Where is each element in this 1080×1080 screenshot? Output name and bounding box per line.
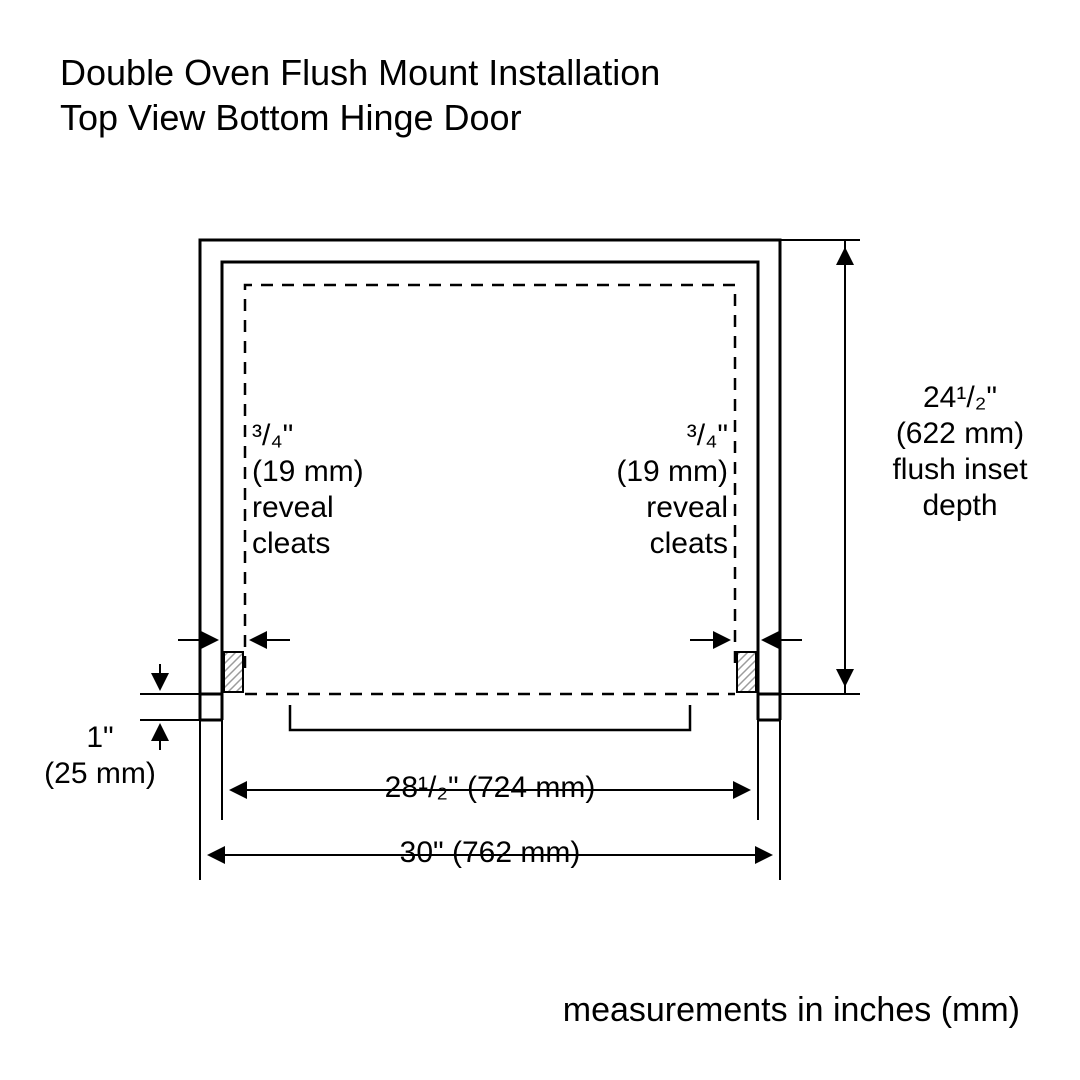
cleats xyxy=(224,652,756,692)
cleat-left-3: reveal xyxy=(252,491,334,524)
cleat-right-4: cleats xyxy=(650,527,728,560)
front-edges xyxy=(222,694,758,720)
label-side: 1" (25 mm) xyxy=(20,720,180,792)
depth-2: (622 mm) xyxy=(896,417,1024,450)
label-outer-width: 30" (762 mm) xyxy=(240,835,740,871)
cleat-left-1: ³/₄" xyxy=(252,419,293,452)
door-handle xyxy=(245,694,735,730)
cleat-left-4: cleats xyxy=(252,527,330,560)
cleat-right-2: (19 mm) xyxy=(616,455,728,488)
depth-4: depth xyxy=(922,489,997,522)
installation-diagram xyxy=(0,0,1080,1080)
cleat-left-2: (19 mm) xyxy=(252,455,364,488)
dim-depth xyxy=(780,240,860,694)
depth-3: flush inset xyxy=(892,453,1027,486)
cleat-right-1: ³/₄" xyxy=(687,419,728,452)
label-cleat-right: ³/₄" (19 mm) reveal cleats xyxy=(558,418,728,562)
side-2: (25 mm) xyxy=(44,757,156,790)
label-inner-width: 28¹/₂" (724 mm) xyxy=(240,770,740,806)
label-cleat-left: ³/₄" (19 mm) reveal cleats xyxy=(252,418,422,562)
depth-1: 24¹/₂" xyxy=(923,381,997,414)
diagram-page: Double Oven Flush Mount Installation Top… xyxy=(0,0,1080,1080)
cleat-right-3: reveal xyxy=(646,491,728,524)
dim-side-gap xyxy=(140,694,200,720)
label-depth: 24¹/₂" (622 mm) flush inset depth xyxy=(865,380,1055,524)
side-1: 1" xyxy=(86,721,113,754)
